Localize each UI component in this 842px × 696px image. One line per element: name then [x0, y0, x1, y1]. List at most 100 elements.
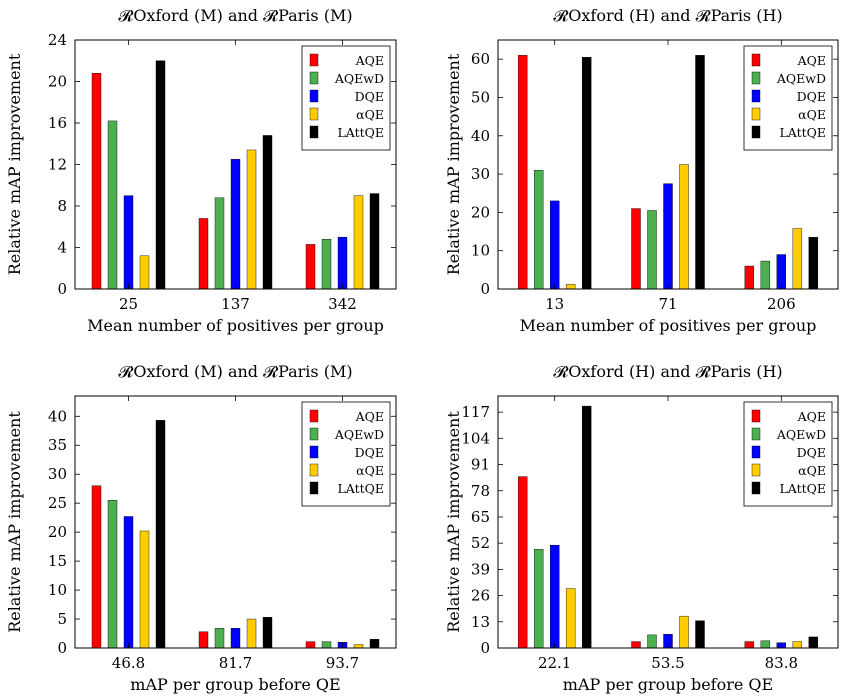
legend-label: LAttQE — [779, 481, 826, 496]
y-tick-label: 50 — [471, 88, 490, 106]
y-tick-label: 20 — [48, 73, 67, 91]
legend-swatch — [309, 89, 319, 103]
plot-frame — [74, 395, 397, 649]
y-tick-label: 40 — [48, 407, 67, 425]
bar-lattqe — [581, 405, 592, 649]
y-tick-label: 117 — [461, 403, 490, 421]
legend-swatch — [309, 409, 319, 423]
bar-qe — [139, 530, 150, 649]
legend-label: AQE — [797, 409, 826, 424]
bar-aqe — [517, 476, 528, 649]
y-tick-label: 26 — [471, 587, 490, 605]
x-tick-label: 13 — [545, 295, 564, 313]
legend: AQE AQEwD DQE αQE LAttQE — [301, 401, 391, 507]
y-tick-label: 40 — [471, 127, 490, 145]
bar-aqe — [744, 265, 755, 290]
bar-aqewd — [533, 549, 544, 649]
x-tick-label: 71 — [658, 295, 677, 313]
y-tick-label: 78 — [471, 482, 490, 500]
plot-frame — [497, 395, 839, 649]
bar-qe — [565, 588, 576, 649]
y-tick-label: 30 — [48, 465, 67, 483]
y-tick-label: 12 — [48, 156, 67, 174]
chart-panel-2: 𝓡Oxford (H) and 𝓡Paris (H) 0 10 20 30 40 50 60 R… — [444, 6, 839, 335]
bar-aqe — [517, 55, 528, 290]
chart-title: 𝓡Oxford (M) and 𝓡Paris (M) — [118, 362, 352, 381]
bar-aqewd — [533, 170, 544, 290]
y-tick-label: 0 — [57, 280, 67, 298]
y-tick-label: 0 — [480, 639, 490, 657]
x-tick-label: 342 — [328, 295, 357, 313]
x-axis-label: mAP per group before QE — [563, 675, 773, 694]
bar-aqewd — [107, 500, 118, 649]
legend-label: DQE — [797, 445, 826, 460]
y-tick-label: 35 — [48, 436, 67, 454]
bar-aqe — [91, 72, 102, 290]
legend-swatch — [309, 71, 319, 85]
bar-dqe — [663, 183, 673, 290]
legend-label: DQE — [797, 89, 826, 104]
y-tick-label: 0 — [480, 280, 490, 298]
legend-label: αQE — [356, 107, 384, 122]
chart-panel-4: 𝓡Oxford (H) and 𝓡Paris (H) 0 13 26 39 52 65 78 9… — [444, 362, 839, 694]
x-tick-label: 46.8 — [112, 654, 145, 672]
legend-label: AQE — [797, 53, 826, 68]
legend-swatch — [751, 71, 761, 85]
legend-swatch — [751, 463, 761, 477]
plot-frame — [497, 39, 839, 290]
legend: AQE AQEwD DQE αQE LAttQE — [743, 45, 833, 151]
chart-title: 𝓡Oxford (H) and 𝓡Paris (H) — [553, 6, 782, 25]
bar-qe — [565, 284, 576, 290]
y-axis-label: Relative mAP improvement — [5, 411, 24, 633]
chart-title: 𝓡Oxford (H) and 𝓡Paris (H) — [553, 362, 782, 381]
x-tick-label: 53.5 — [651, 654, 684, 672]
y-tick-label: 52 — [471, 534, 490, 552]
bar-aqewd — [321, 238, 332, 290]
legend-swatch — [309, 427, 319, 441]
bar-aqewd — [760, 260, 771, 290]
legend-label: AQEwD — [776, 427, 826, 442]
legend-swatch — [309, 125, 319, 139]
bar-qe — [353, 644, 364, 649]
bar-aqe — [198, 631, 209, 649]
legend-label: AQEwD — [334, 427, 384, 442]
x-axis-label: Mean number of positives per group — [520, 316, 817, 335]
bar-dqe — [549, 200, 560, 290]
legend-swatch — [751, 445, 761, 459]
legend-label: DQE — [355, 445, 384, 460]
legend-swatch — [751, 481, 761, 495]
y-tick-label: 104 — [461, 429, 490, 447]
bar-qe — [679, 615, 689, 649]
chart-panel-1: 𝓡Oxford (M) and 𝓡Paris (M) 0 4 8 12 16 20 24 Rel… — [5, 6, 397, 335]
chart-title: 𝓡Oxford (M) and 𝓡Paris (M) — [118, 6, 352, 25]
plot-frame — [74, 39, 397, 290]
bar-lattqe — [155, 60, 166, 290]
bar-aqe — [744, 641, 755, 649]
y-tick-label: 10 — [471, 242, 490, 260]
x-tick-label: 137 — [221, 295, 250, 313]
bar-lattqe — [262, 135, 273, 290]
bar-aqewd — [107, 120, 118, 290]
bar-aqe — [631, 641, 641, 649]
y-tick-label: 10 — [48, 581, 67, 599]
legend-label: LAttQE — [337, 481, 384, 496]
y-tick-label: 60 — [471, 50, 490, 68]
chart-panel-3: 𝓡Oxford (M) and 𝓡Paris (M) 0 5 10 15 20 25 30 35… — [5, 362, 397, 694]
bar-dqe — [337, 236, 348, 290]
y-tick-label: 30 — [471, 165, 490, 183]
legend-swatch — [751, 89, 761, 103]
bar-aqe — [198, 218, 209, 290]
x-tick-label: 81.7 — [219, 654, 252, 672]
y-tick-label: 4 — [57, 239, 67, 257]
y-tick-label: 91 — [471, 456, 490, 474]
bar-aqewd — [214, 628, 225, 649]
bar-aqewd — [647, 210, 657, 290]
y-tick-label: 8 — [57, 197, 67, 215]
y-tick-label: 5 — [57, 610, 67, 628]
x-axis-label: Mean number of positives per group — [87, 316, 384, 335]
bar-dqe — [776, 254, 787, 290]
bar-lattqe — [369, 193, 380, 290]
bar-lattqe — [369, 639, 380, 649]
bar-aqe — [305, 641, 316, 649]
